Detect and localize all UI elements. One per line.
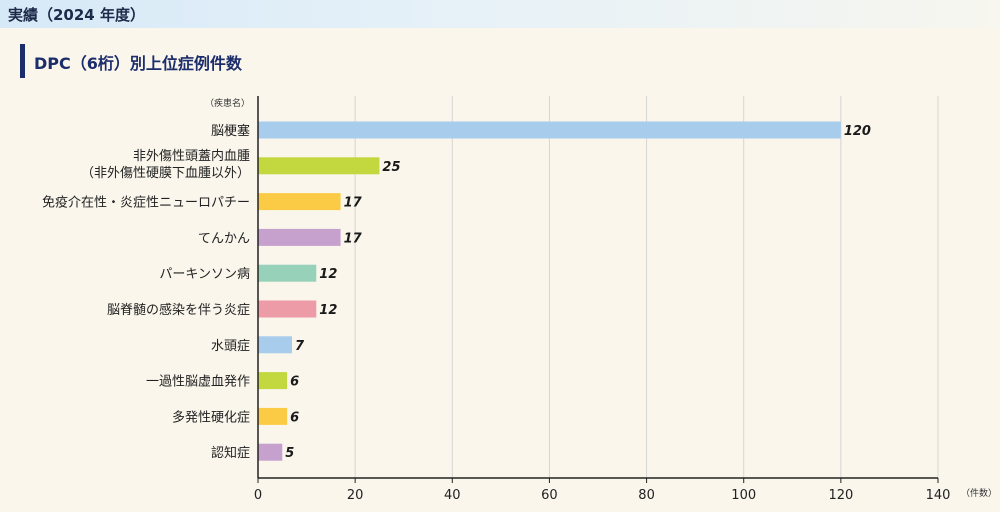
chart-title: DPC（6桁）別上位症例件数 — [34, 54, 242, 73]
category-label-8: 多発性硬化症 — [172, 409, 250, 425]
category-label-0: 脳梗塞 — [211, 123, 250, 139]
bar-value-label-7: 6 — [290, 375, 299, 390]
page-title: 実績（2024 年度） — [8, 6, 145, 24]
category-label-4: パーキンソン病 — [159, 267, 250, 282]
bar-3 — [258, 228, 341, 246]
bar-6 — [258, 336, 292, 354]
bar-value-label-2: 17 — [344, 196, 363, 211]
bar-9 — [258, 443, 283, 461]
bar-2 — [258, 193, 341, 211]
bar-0 — [258, 121, 841, 139]
bar-8 — [258, 407, 288, 425]
category-label-6: 水頭症 — [211, 339, 250, 354]
bar-value-label-9: 5 — [285, 446, 294, 461]
x-tick-label-4: 80 — [638, 488, 655, 503]
category-label-3: てんかん — [198, 231, 250, 246]
bar-value-label-3: 17 — [344, 231, 363, 246]
bar-4 — [258, 264, 317, 282]
header-band — [0, 0, 1000, 28]
bar-5 — [258, 300, 317, 318]
x-tick-label-5: 100 — [731, 488, 756, 503]
category-label-9: 認知症 — [211, 445, 250, 461]
bar-value-label-5: 12 — [319, 303, 337, 318]
x-tick-label-7: 140 — [926, 488, 951, 503]
bar-7 — [258, 372, 288, 390]
x-tick-label-2: 40 — [444, 488, 461, 503]
x-tick-label-3: 60 — [541, 488, 558, 503]
category-label-1-line-1: （非外傷性硬膜下血腫以外） — [81, 165, 250, 181]
bar-value-label-6: 7 — [295, 339, 305, 354]
bar-value-label-4: 12 — [319, 267, 337, 282]
x-axis-title: （件数） — [961, 487, 997, 499]
category-label-1-line-0: 非外傷性頭蓋内血腫 — [133, 148, 250, 164]
x-tick-label-6: 120 — [828, 488, 853, 503]
category-label-7: 一過性脳虚血発作 — [146, 375, 250, 390]
bar-value-label-0: 120 — [844, 124, 871, 139]
x-tick-label-0: 0 — [254, 488, 262, 503]
bar-value-label-1: 25 — [382, 160, 400, 175]
bar-1 — [258, 157, 380, 175]
x-tick-label-1: 20 — [347, 488, 364, 503]
category-label-2: 免疫介在性・炎症性ニューロパチー — [42, 195, 250, 211]
category-label-5: 脳脊髄の感染を伴う炎症 — [107, 302, 250, 318]
section-accent-bar — [20, 44, 25, 78]
bar-value-label-8: 6 — [290, 410, 299, 425]
y-axis-title: （疾患名） — [205, 97, 250, 109]
